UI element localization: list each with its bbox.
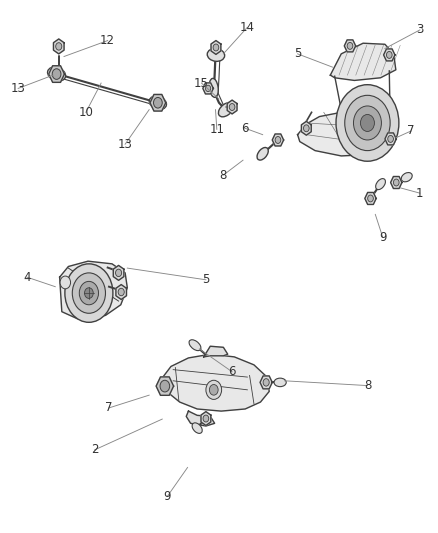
Polygon shape	[365, 192, 376, 205]
Circle shape	[205, 85, 211, 92]
Polygon shape	[344, 40, 356, 52]
Polygon shape	[297, 109, 392, 156]
Circle shape	[56, 43, 62, 50]
Polygon shape	[260, 376, 272, 389]
Ellipse shape	[189, 340, 201, 351]
Text: 5: 5	[202, 273, 210, 286]
Text: 10: 10	[78, 106, 93, 119]
Ellipse shape	[207, 49, 225, 61]
Polygon shape	[160, 354, 269, 411]
Ellipse shape	[192, 423, 202, 433]
Text: 6: 6	[241, 122, 249, 135]
Circle shape	[388, 135, 393, 142]
Polygon shape	[60, 261, 127, 319]
Text: 9: 9	[164, 490, 171, 503]
Polygon shape	[186, 411, 215, 426]
Text: 2: 2	[91, 443, 98, 456]
Text: 8: 8	[220, 168, 227, 182]
Circle shape	[367, 195, 373, 202]
Polygon shape	[211, 41, 221, 54]
Circle shape	[360, 115, 374, 132]
Polygon shape	[49, 66, 64, 82]
Ellipse shape	[219, 102, 233, 117]
Circle shape	[386, 52, 392, 59]
Polygon shape	[203, 83, 213, 94]
Circle shape	[263, 378, 269, 386]
Ellipse shape	[209, 78, 218, 98]
Text: 1: 1	[416, 187, 424, 200]
Polygon shape	[201, 411, 211, 425]
Text: 12: 12	[100, 34, 115, 47]
Circle shape	[153, 98, 162, 108]
Polygon shape	[385, 133, 396, 145]
Circle shape	[304, 125, 309, 132]
Circle shape	[353, 106, 381, 140]
Polygon shape	[391, 176, 402, 189]
Ellipse shape	[149, 96, 166, 109]
Circle shape	[206, 380, 222, 399]
Polygon shape	[204, 346, 228, 357]
Polygon shape	[113, 265, 124, 280]
Polygon shape	[156, 377, 173, 395]
Text: 13: 13	[118, 138, 133, 151]
Circle shape	[79, 281, 99, 305]
Circle shape	[393, 179, 399, 186]
Text: 15: 15	[194, 77, 209, 90]
Text: 7: 7	[407, 124, 415, 138]
Text: 4: 4	[23, 271, 31, 284]
Circle shape	[116, 269, 122, 277]
Circle shape	[160, 380, 170, 392]
Circle shape	[203, 415, 209, 422]
Ellipse shape	[274, 378, 286, 386]
Text: 13: 13	[11, 82, 25, 95]
Text: 7: 7	[105, 401, 113, 415]
Circle shape	[65, 264, 113, 322]
Polygon shape	[272, 134, 284, 146]
Polygon shape	[384, 49, 395, 61]
Circle shape	[229, 103, 235, 110]
Text: 6: 6	[228, 365, 236, 378]
Circle shape	[52, 69, 61, 79]
Ellipse shape	[376, 179, 385, 190]
Circle shape	[347, 43, 353, 50]
Text: 3: 3	[416, 23, 424, 36]
Text: 8: 8	[364, 379, 371, 392]
Polygon shape	[227, 100, 237, 114]
Text: 5: 5	[294, 47, 301, 60]
Polygon shape	[150, 94, 166, 111]
Circle shape	[213, 44, 219, 51]
Text: 11: 11	[209, 123, 224, 136]
Ellipse shape	[48, 67, 66, 81]
Polygon shape	[301, 122, 311, 135]
Polygon shape	[116, 285, 127, 300]
Circle shape	[275, 136, 281, 143]
Circle shape	[209, 384, 218, 395]
Circle shape	[72, 273, 106, 313]
Polygon shape	[330, 43, 396, 80]
Circle shape	[118, 288, 124, 296]
Ellipse shape	[257, 148, 268, 160]
Circle shape	[345, 95, 390, 151]
Ellipse shape	[401, 173, 412, 182]
Polygon shape	[53, 39, 64, 54]
Circle shape	[336, 85, 399, 161]
Circle shape	[85, 288, 93, 298]
Text: 9: 9	[379, 231, 386, 244]
Text: 14: 14	[240, 21, 255, 34]
Circle shape	[60, 276, 71, 289]
